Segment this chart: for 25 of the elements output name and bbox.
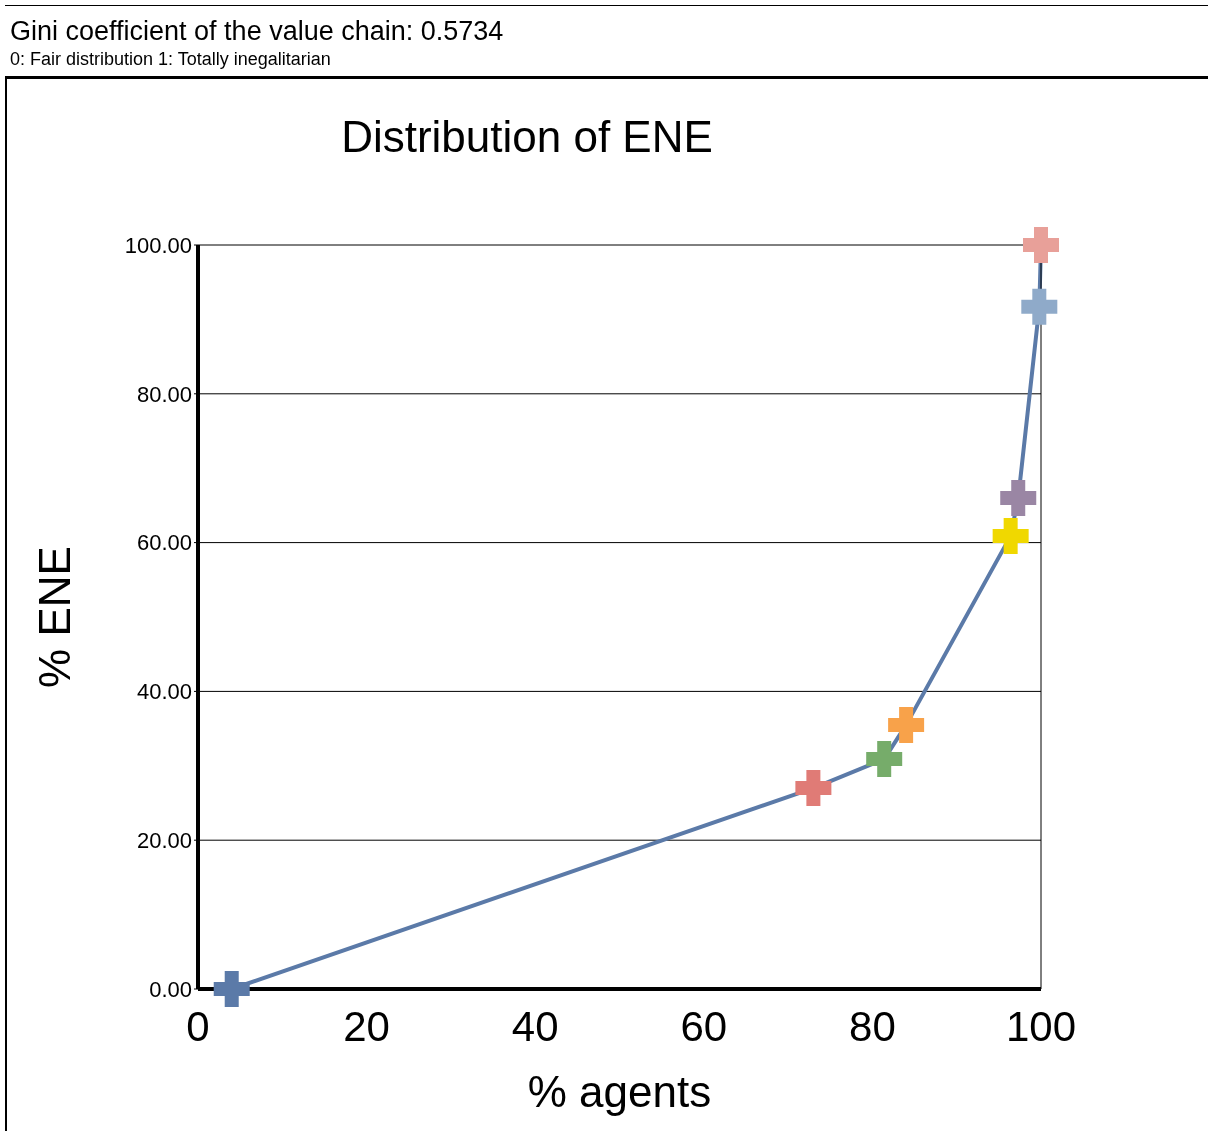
x-axis-title: % agents	[527, 1067, 712, 1116]
y-tick-label: 100.00	[124, 232, 192, 258]
point	[1000, 479, 1037, 516]
y-tick-label: 40.00	[136, 679, 192, 705]
chart-title: Distribution of ENE	[340, 112, 714, 162]
y-tick-label: 20.00	[136, 828, 192, 854]
x-tick-label: 20	[343, 1002, 390, 1050]
text: 0: Fair distribution 1: Totally inegalitarian	[10, 49, 331, 70]
y-tick-label: 0.00	[149, 976, 192, 1002]
x-tick-label: 0	[186, 1002, 210, 1050]
point	[1023, 227, 1059, 263]
x-tick-label: 60	[680, 1002, 728, 1050]
x-tick-label: 80	[849, 1002, 896, 1050]
y-tick-label: 60.00	[136, 530, 192, 556]
point	[213, 971, 250, 1007]
point	[1021, 288, 1058, 325]
point	[866, 741, 903, 778]
x-tick-label: 40	[511, 1002, 559, 1050]
point	[992, 517, 1029, 554]
point	[888, 706, 925, 743]
x-tick-label: 100	[1005, 1002, 1077, 1050]
point	[795, 770, 832, 807]
text: Gini coefficient of the value chain: 0.5734	[10, 16, 504, 47]
y-tick-label: 80.00	[136, 381, 192, 407]
y-axis-title: % ENE	[29, 546, 79, 688]
